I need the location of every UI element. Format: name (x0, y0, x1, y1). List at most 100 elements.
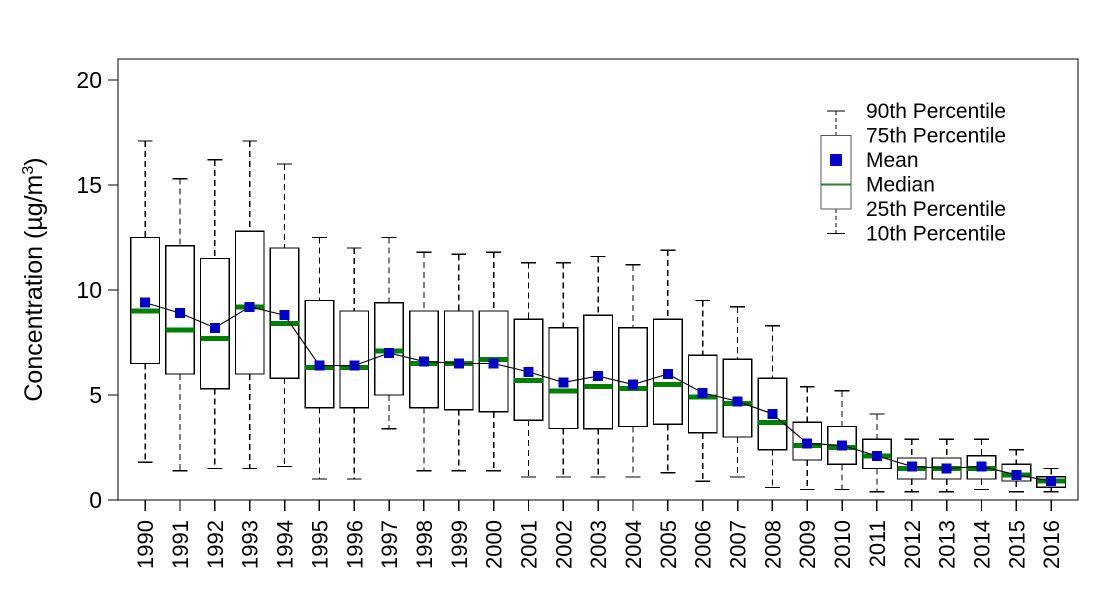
legend-iqr-box (820, 134, 852, 210)
legend-label-p25: 25th Percentile (866, 198, 1006, 221)
x-tick-label: 1999 (447, 520, 472, 569)
x-tick-label: 1991 (168, 520, 193, 569)
mean-marker (488, 358, 499, 369)
x-axis: 1990 1991 1992 1993 1994 1995 1996 1997 1998 1999… (133, 500, 1064, 569)
svg-text:2014: 2014 (969, 520, 994, 569)
x-tick-label: 1990 (133, 520, 158, 569)
x-tick-label: 2014 (969, 520, 994, 569)
y-tick-label: 5 (89, 382, 102, 408)
x-tick-label: 2011 (865, 520, 890, 567)
y-tick-label: 15 (76, 172, 102, 198)
x-tick-label: 2006 (691, 520, 716, 569)
x-tick-label: 1994 (273, 520, 298, 569)
legend-mean-marker (830, 154, 842, 166)
box-plot-item (757, 325, 788, 489)
svg-text:2000: 2000 (482, 520, 507, 569)
svg-text:2010: 2010 (830, 520, 855, 569)
mean-marker (244, 301, 255, 312)
mean-marker (767, 408, 778, 419)
mean-marker (1011, 469, 1022, 480)
y-tick-label: 0 (89, 487, 102, 513)
mean-marker (837, 440, 848, 451)
mean-marker (523, 366, 534, 377)
svg-text:2012: 2012 (900, 520, 925, 569)
y-tick-label: 20 (76, 67, 102, 93)
mean-marker (209, 322, 220, 333)
mean-marker (314, 360, 325, 371)
x-tick-label: 1995 (307, 520, 332, 569)
legend-label-mean: Mean (866, 149, 919, 172)
svg-text:Concentration (µg/m3): Concentration (µg/m3) (20, 157, 48, 401)
mean-marker (593, 371, 604, 382)
x-tick-label: 2007 (726, 520, 751, 569)
svg-text:2003: 2003 (586, 520, 611, 569)
svg-text:1996: 1996 (342, 520, 367, 569)
x-tick-label: 2005 (656, 520, 681, 569)
iqr-box (304, 299, 335, 409)
svg-text:1997: 1997 (377, 520, 402, 569)
x-tick-label: 2010 (830, 520, 855, 569)
svg-text:1993: 1993 (238, 520, 263, 569)
box-plot-item (652, 249, 683, 474)
mean-marker (941, 463, 952, 474)
x-tick-label: 1997 (377, 520, 402, 569)
svg-text:1994: 1994 (273, 520, 298, 569)
svg-text:2001: 2001 (516, 520, 541, 569)
mean-marker (175, 308, 186, 319)
x-tick-label: 2009 (795, 520, 820, 569)
x-tick-label: 2004 (621, 520, 646, 569)
iqr-box (339, 310, 370, 409)
svg-text:2015: 2015 (1004, 520, 1029, 569)
mean-marker (802, 438, 813, 449)
x-tick-label: 2002 (551, 520, 576, 569)
box-plot-item (862, 413, 892, 493)
svg-text:1990: 1990 (133, 520, 158, 569)
y-tick-label: 10 (76, 277, 102, 303)
mean-marker (906, 461, 917, 472)
x-tick-label: 2008 (760, 520, 785, 569)
box-plot-item (304, 236, 335, 480)
x-tick-label: 2012 (900, 520, 925, 569)
y-axis-title: Concentration (µg/m3) (20, 157, 48, 401)
x-tick-label: 1998 (412, 520, 437, 569)
x-tick-label: 2013 (935, 520, 960, 569)
legend-label-p10: 10th Percentile (866, 223, 1006, 246)
svg-text:1998: 1998 (412, 520, 437, 569)
svg-text:2013: 2013 (935, 520, 960, 569)
box-plot-item (339, 247, 370, 480)
legend-label-p75: 75th Percentile (866, 125, 1006, 148)
svg-text:1992: 1992 (203, 520, 228, 569)
mean-marker (453, 358, 464, 369)
svg-text:2009: 2009 (795, 520, 820, 569)
mean-marker (628, 379, 639, 390)
svg-text:2016: 2016 (1039, 520, 1064, 569)
svg-text:1995: 1995 (307, 520, 332, 569)
legend-label-median: Median (866, 174, 935, 197)
mean-trend-line (140, 297, 1057, 487)
svg-text:2006: 2006 (691, 520, 716, 569)
mean-marker (384, 348, 395, 358)
mean-marker (140, 297, 151, 308)
x-tick-label: 1993 (238, 520, 263, 569)
mean-marker (558, 377, 569, 388)
legend-label-p90: 90th Percentile (866, 100, 1006, 123)
x-tick-label: 2015 (1004, 520, 1029, 569)
mean-marker (349, 360, 360, 371)
iqr-box (618, 327, 648, 428)
mean-marker (1046, 476, 1057, 487)
mean-marker (697, 387, 708, 398)
box-plot-item (618, 264, 648, 478)
y-axis-title-text: Concentration (µg/m3) (20, 157, 48, 401)
svg-text:2004: 2004 (621, 520, 646, 569)
svg-text:2007: 2007 (726, 520, 751, 569)
mean-marker (976, 461, 987, 472)
x-tick-label: 2016 (1039, 520, 1064, 569)
x-tick-label: 2003 (586, 520, 611, 569)
x-tick-label: 2001 (516, 520, 541, 569)
mean-marker (871, 450, 882, 461)
mean-marker (732, 396, 743, 407)
